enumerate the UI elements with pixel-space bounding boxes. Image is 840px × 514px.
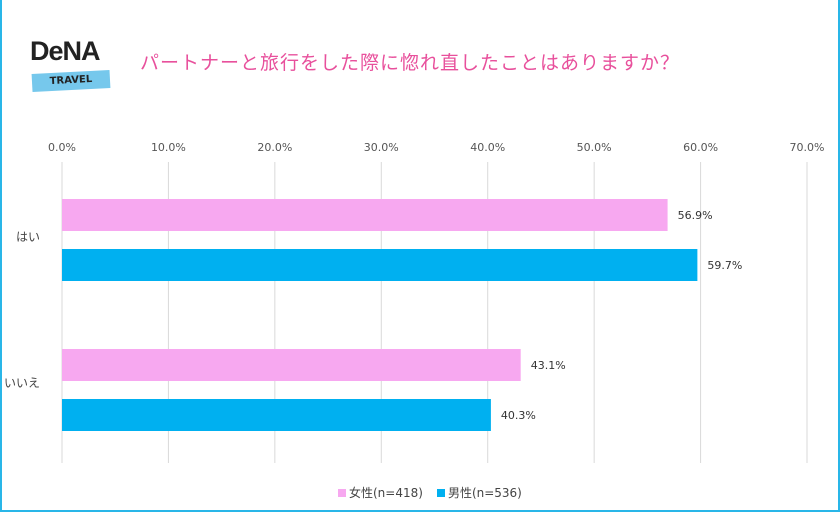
data-label: 40.3%	[501, 409, 536, 422]
x-tick-label: 50.0%	[577, 141, 612, 154]
bar	[62, 399, 491, 431]
x-tick-label: 10.0%	[151, 141, 186, 154]
legend-item-female: 女性(n=418)	[338, 484, 423, 501]
bar	[62, 249, 698, 281]
chart-title: パートナーと旅行をした際に惚れ直したことはありますか？	[140, 52, 681, 74]
category-label: いいえ	[4, 376, 40, 390]
bar	[62, 349, 521, 381]
legend-swatch	[436, 489, 445, 497]
x-tick-label: 20.0%	[257, 141, 292, 154]
legend-item-male: 男性(n=536)	[436, 484, 522, 501]
dena-travel-logo: DeNA TRAVEL	[30, 36, 111, 93]
x-tick-label: 70.0%	[790, 141, 825, 154]
data-label: 43.1%	[531, 359, 566, 372]
logo-brand: DeNA	[30, 36, 101, 66]
legend-label: 男性(n=536)	[447, 486, 522, 500]
x-tick-label: 40.0%	[470, 141, 505, 154]
data-label: 59.7%	[707, 259, 742, 272]
x-tick-label: 60.0%	[683, 141, 718, 154]
x-tick-label: 30.0%	[364, 141, 399, 154]
data-label: 56.9%	[678, 209, 713, 222]
legend-swatch	[338, 489, 346, 497]
bar	[62, 199, 668, 231]
legend: 女性(n=418) 男性(n=536)	[338, 484, 522, 501]
legend-label: 女性(n=418)	[349, 486, 423, 500]
category-label: はい	[16, 230, 40, 244]
x-tick-label: 0.0%	[48, 141, 76, 154]
